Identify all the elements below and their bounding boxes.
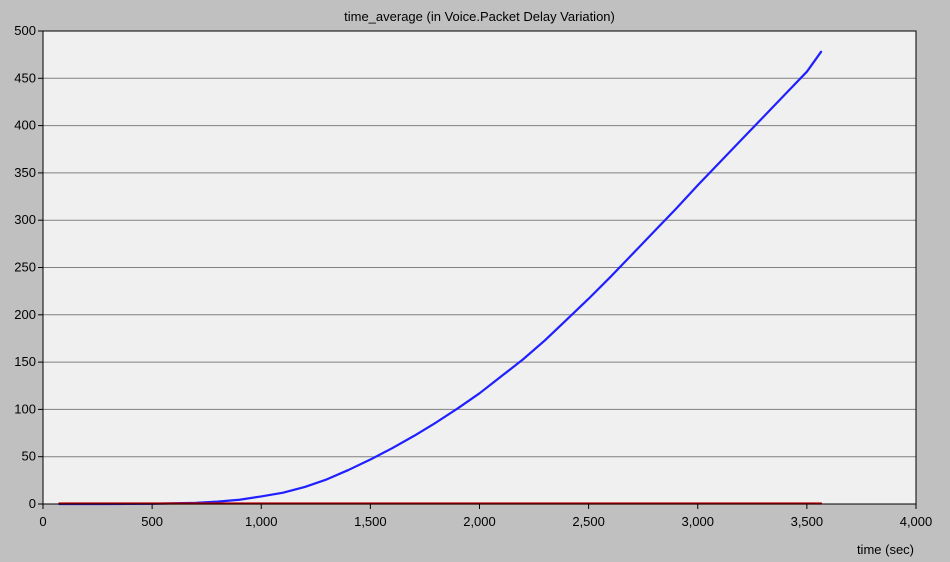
y-tick-label-4: 200: [14, 307, 36, 322]
x-tick-label-2: 1,000: [245, 514, 278, 529]
x-tick-label-8: 4,000: [900, 514, 933, 529]
x-axis-label: time (sec): [857, 542, 914, 557]
gridlines: [43, 77, 916, 458]
y-tick-label-0: 0: [29, 496, 36, 511]
y-tick-label-5: 250: [14, 260, 36, 275]
y-tick-label-2: 100: [14, 401, 36, 416]
y-tick-label-9: 450: [14, 70, 36, 85]
y-tick-label-8: 400: [14, 118, 36, 133]
x-tick-label-5: 2,500: [572, 514, 605, 529]
chart-title: time_average (in Voice.Packet Delay Vari…: [344, 9, 615, 24]
y-tick-label-7: 350: [14, 165, 36, 180]
tick-labels: 0 50 100 150 200 250 300 350 400 450 500 0 500 1,000 1…: [14, 23, 932, 529]
x-tick-label-3: 1,500: [354, 514, 387, 529]
y-tick-label-1: 50: [22, 449, 36, 464]
y-tick-label-6: 300: [14, 212, 36, 227]
y-tick-label-10: 500: [14, 23, 36, 38]
y-tick-label-3: 150: [14, 354, 36, 369]
x-tick-label-7: 3,500: [791, 514, 824, 529]
series-line-0: [58, 50, 823, 506]
x-tick-label-4: 2,000: [463, 514, 496, 529]
x-tick-label-6: 3,000: [681, 514, 714, 529]
x-tick-label-1: 500: [141, 514, 163, 529]
x-tick-label-0: 0: [39, 514, 46, 529]
